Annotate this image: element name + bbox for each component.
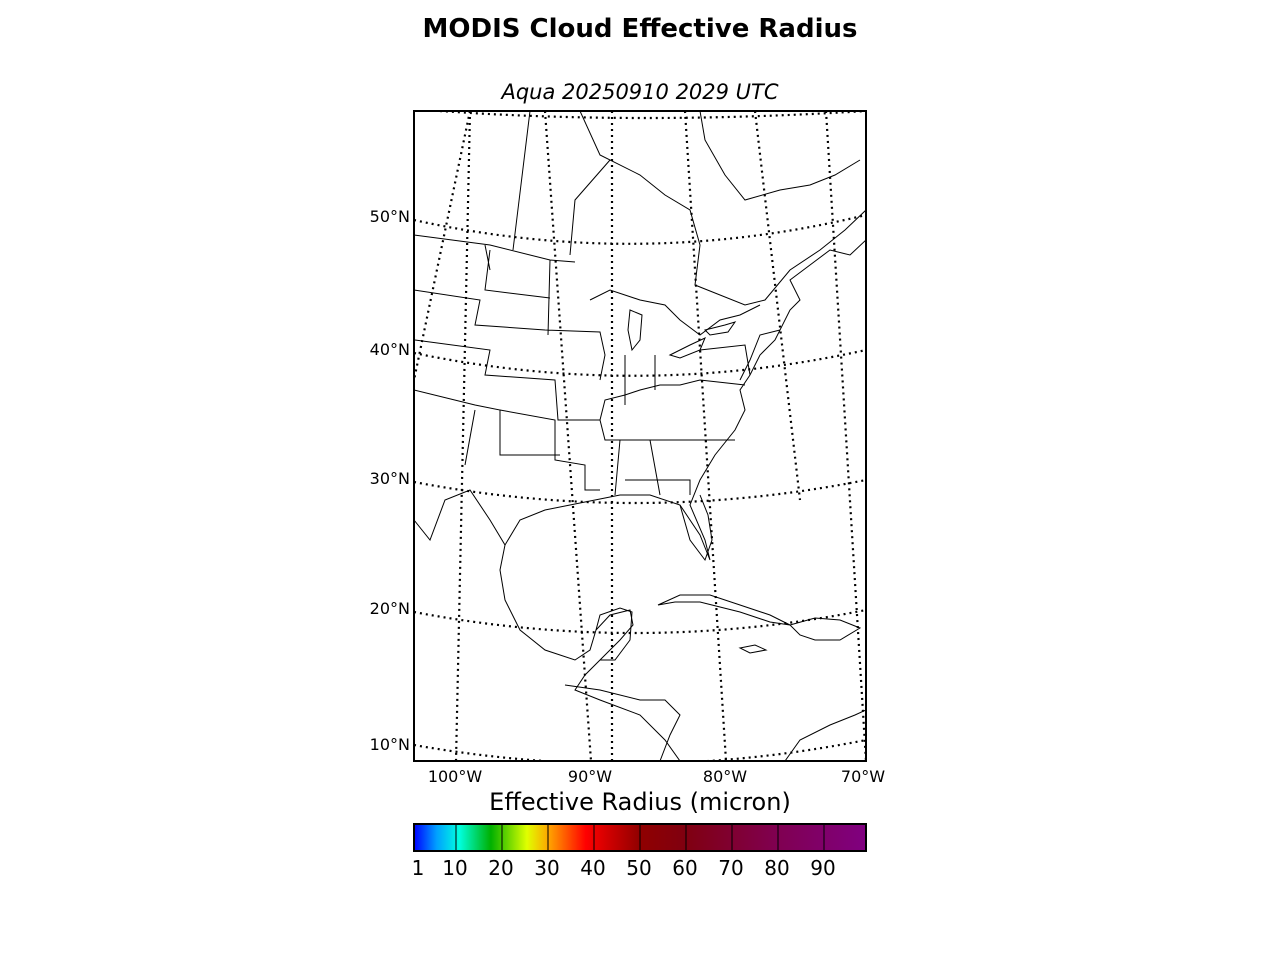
lake-michigan-path (627, 309, 643, 352)
meridian-100w (454, 111, 472, 761)
lat-label-20n: 20°N (369, 599, 410, 618)
lat-label-50n: 50°N (369, 207, 410, 226)
map-frame (413, 110, 867, 762)
lon-label-100w: 100°W (427, 767, 483, 786)
hispaniola-path (789, 617, 862, 641)
map-subtitle: Aqua 20250910 2029 UTC (501, 80, 779, 104)
colorbar-tick: 30 (534, 856, 560, 880)
lat-label-30n: 30°N (369, 469, 410, 488)
lon-label-90w: 90°W (567, 767, 613, 786)
great-lakes-path (589, 289, 761, 336)
state-borders-path (414, 111, 781, 496)
colorbar-tick: 60 (672, 856, 698, 880)
colorbar-tick: 20 (488, 856, 514, 880)
meridian-75w (753, 111, 802, 501)
meridian-70w (824, 111, 866, 761)
meridian-90w (543, 111, 593, 761)
lon-label-80w: 80°W (702, 767, 748, 786)
south-america-path (784, 709, 866, 761)
coastline-path (414, 489, 681, 761)
colorbar-tick: 80 (764, 856, 790, 880)
central-america-path (564, 684, 681, 761)
lat-label-10n: 10°N (369, 735, 410, 754)
colorbar-dividers (455, 824, 825, 851)
lon-label-70w: 70°W (840, 767, 886, 786)
map-title: MODIS Cloud Effective Radius (422, 14, 858, 44)
jamaica-path (738, 644, 768, 654)
colorbar-tick: 90 (810, 856, 836, 880)
colorbar-tick: 70 (718, 856, 744, 880)
cuba-path (657, 594, 791, 626)
parallel-20n (414, 608, 866, 635)
parallel-30n (414, 478, 866, 505)
parallel-50n (414, 213, 866, 245)
colorbar-tick: 10 (442, 856, 468, 880)
gulf-coast-path (504, 239, 866, 561)
parallel-40n (414, 348, 866, 377)
lat-label-40n: 40°N (369, 340, 410, 359)
colorbar-tick: 40 (580, 856, 606, 880)
colorbar-title: Effective Radius (micron) (489, 788, 791, 816)
lake-erie-path (668, 337, 706, 359)
meridian-110w (414, 111, 472, 381)
colorbar-tick: 1 (411, 856, 425, 880)
florida-path (679, 494, 713, 562)
parallel-top (439, 111, 866, 120)
lake-ontario-path (704, 321, 737, 336)
hudson-bay-path (699, 111, 861, 201)
yucatan-path (595, 607, 633, 661)
colorbar-tick: 50 (626, 856, 652, 880)
canada-outline-path (579, 111, 866, 306)
meridian-80w (683, 111, 728, 761)
